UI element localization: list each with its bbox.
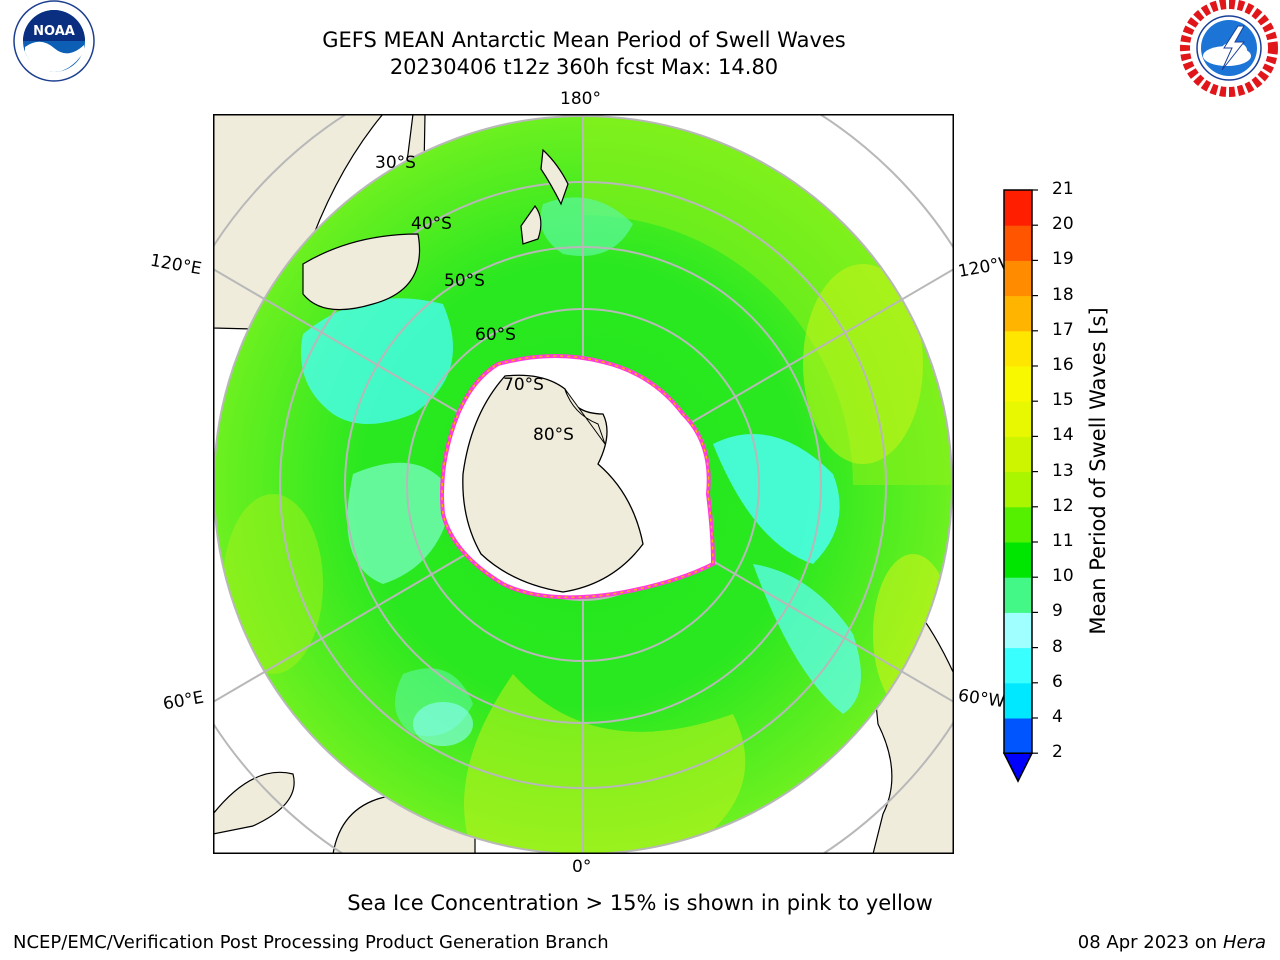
noaa-logo: NOAA (13, 0, 95, 82)
colorbar-tick-label: 18 (1052, 284, 1074, 305)
colorbar-segment (1004, 436, 1032, 473)
credit-date-text: 08 Apr 2023 on (1077, 932, 1223, 953)
colorbar-segment (1004, 471, 1032, 508)
colorbar-segment (1004, 190, 1032, 226)
longitude-label-120e: 120°E (148, 250, 204, 280)
colorbar (1002, 189, 1038, 783)
colorbar-segment (1004, 330, 1032, 367)
colorbar-tick-label: 12 (1052, 495, 1074, 516)
continents-in-domain (302, 148, 569, 311)
forecast-subtitle: 20230406 t12z 360h fcst Max: 14.80 (389, 55, 779, 79)
colorbar-segment (1004, 506, 1032, 543)
colorbar-segment (1004, 718, 1032, 754)
colorbar-tick-label: 17 (1052, 319, 1074, 340)
credit-date: 08 Apr 2023 on Hera (1078, 932, 1266, 953)
lat-label-80s: 80°S (533, 425, 574, 445)
latitude-labels: 30°S 40°S 50°S 60°S 70°S 80°S (375, 153, 574, 445)
lat-label-40s: 40°S (411, 214, 452, 234)
colorbar-segment (1004, 260, 1032, 297)
lat-label-50s: 50°S (444, 271, 485, 291)
colorbar-segment (1004, 542, 1032, 578)
colorbar-tick-label: 14 (1052, 425, 1074, 446)
antarctica (440, 353, 716, 600)
colorbar-tick-label: 8 (1052, 636, 1063, 657)
lat-label-70s: 70°S (503, 375, 544, 395)
nws-logo (1180, 0, 1278, 97)
colorbar-tick-label: 9 (1052, 601, 1063, 622)
credit-machine: Hera (1222, 932, 1266, 953)
chart-title: GEFS MEAN Antarctic Mean Period of Swell… (322, 28, 846, 52)
colorbar-tick-label: 21 (1052, 179, 1074, 199)
colorbar-tick-label: 6 (1052, 671, 1063, 692)
antarctic-swell-period-map: 30°S 40°S 50°S 60°S 70°S 80°S (213, 114, 954, 854)
colorbar-tick-label: 10 (1052, 566, 1074, 587)
lat-label-30s: 30°S (375, 153, 416, 173)
colorbar-under-extension (1002, 752, 1034, 783)
colorbar-segment (1004, 295, 1032, 332)
colorbar-segment (1004, 577, 1032, 613)
map-border (213, 114, 954, 854)
colorbar-segment (1004, 647, 1032, 684)
colorbar-segment (1004, 401, 1032, 437)
swell-period-field (214, 116, 952, 854)
colorbar-tick-label: 19 (1052, 249, 1074, 270)
colorbar-tick-label: 2 (1052, 742, 1063, 763)
lat-label-60s: 60°S (475, 325, 516, 345)
colorbar-label: Mean Period of Swell Waves [s] (1086, 307, 1110, 635)
svg-text:NOAA: NOAA (33, 24, 75, 39)
sea-ice-footnote: Sea Ice Concentration > 15% is shown in … (347, 891, 933, 915)
colorbar-tick-label: 20 (1052, 214, 1074, 235)
colorbar-tick-label: 11 (1052, 531, 1074, 551)
colorbar-segment (1004, 366, 1032, 402)
colorbar-tick-label: 16 (1052, 355, 1074, 375)
colorbar-tick-label: 4 (1052, 707, 1063, 727)
colorbar-segment (1004, 225, 1032, 261)
colorbar-tick-label: 15 (1052, 390, 1074, 411)
longitude-label-180: 180° (560, 89, 601, 109)
credit-branch: NCEP/EMC/Verification Post Processing Pr… (13, 932, 609, 953)
colorbar-tick-label: 13 (1052, 460, 1074, 481)
longitude-label-0: 0° (572, 857, 592, 877)
colorbar-segment (1004, 682, 1032, 719)
longitude-label-60e: 60°E (161, 687, 206, 715)
colorbar-segment (1004, 612, 1032, 649)
